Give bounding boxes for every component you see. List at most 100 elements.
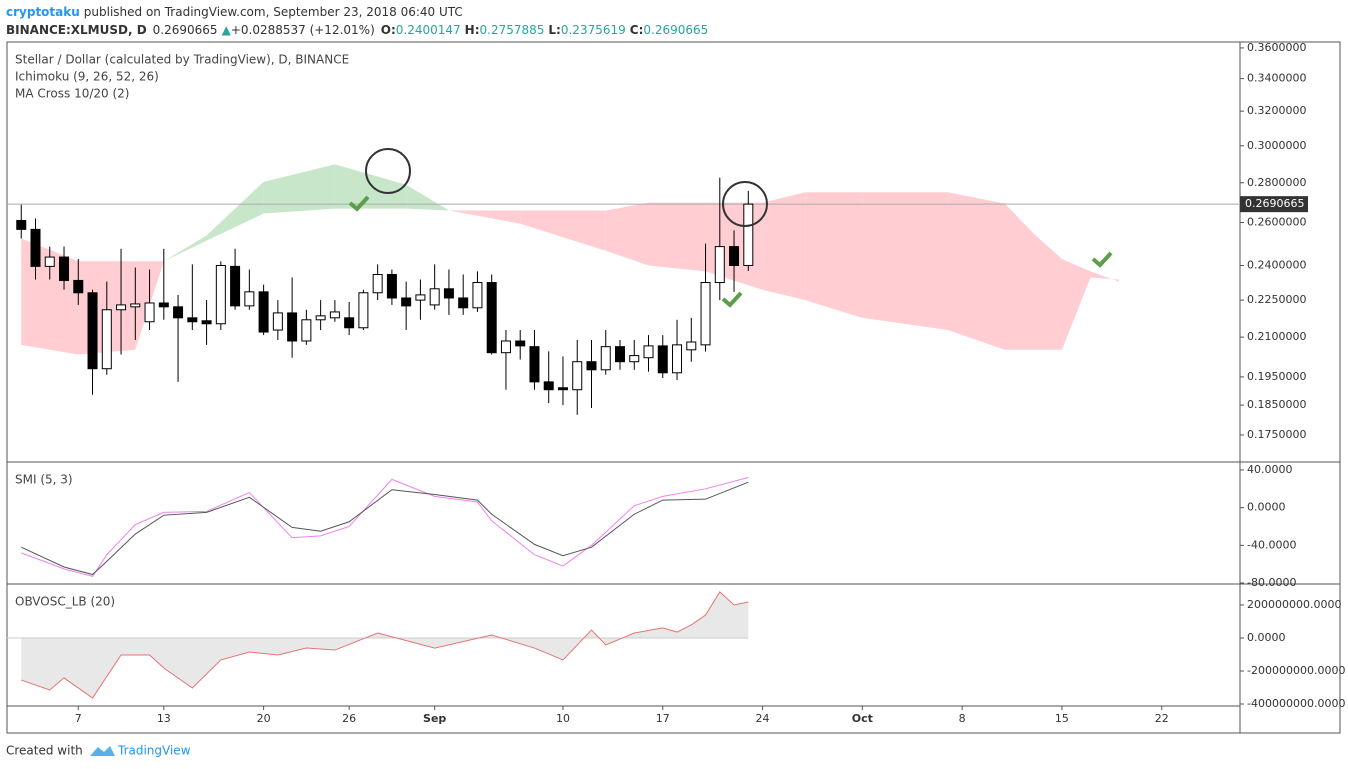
cloud-segment xyxy=(1033,233,1062,350)
candle-body xyxy=(643,345,654,359)
x-tick-label: 26 xyxy=(342,712,356,725)
y-tick-label: 40.0000 xyxy=(1247,463,1293,476)
obv-legend: OBVOSC_LB (20) xyxy=(15,595,115,609)
cloud-segment xyxy=(1061,259,1091,350)
candle-body xyxy=(472,282,483,309)
cloud-segment xyxy=(448,210,521,224)
cloud-segment xyxy=(334,164,407,209)
y-tick-label: 0.2400000 xyxy=(1247,258,1307,271)
last-price-label: 0.2690665 xyxy=(1245,197,1305,210)
x-tick-label: Sep xyxy=(423,712,446,725)
x-tick-label: 24 xyxy=(756,712,770,725)
y-tick-label: 0.2800000 xyxy=(1247,176,1307,189)
author[interactable]: cryptotaku xyxy=(6,5,80,19)
cloud-segment xyxy=(947,192,1005,350)
candle-body xyxy=(158,302,169,308)
footer-brand[interactable]: TradingView xyxy=(117,744,191,758)
plot-area: 0.3600000 0.3400000 0.3200000 0.3000000 0.28… xyxy=(7,41,1345,725)
check-mark xyxy=(1091,251,1113,268)
x-tick-label: 7 xyxy=(75,712,82,725)
candle-body xyxy=(386,274,397,299)
candle-body xyxy=(173,306,184,319)
x-tick-label: Oct xyxy=(852,712,873,725)
candle-body xyxy=(557,387,568,391)
candle-body xyxy=(458,297,469,309)
candle-body xyxy=(87,292,98,370)
candle-body xyxy=(187,317,198,323)
cloud-segment xyxy=(805,192,863,318)
y-tick-label: 0.0000 xyxy=(1247,631,1286,644)
cloud-segment xyxy=(762,192,806,301)
x-tick-label: 22 xyxy=(1155,712,1169,725)
candle-body xyxy=(443,288,454,299)
candle-body xyxy=(215,264,226,325)
y-tick-label: 0.3400000 xyxy=(1247,72,1307,85)
y-tick-label: 200000000.0000 xyxy=(1247,598,1341,611)
candle-body xyxy=(144,302,155,323)
y-tick-label: 0.3200000 xyxy=(1247,104,1307,117)
candle-body xyxy=(743,203,754,266)
candle-body xyxy=(101,309,112,370)
candle-body xyxy=(401,297,412,307)
annotation-circle xyxy=(365,148,411,194)
smi-legend: SMI (5, 3) xyxy=(15,473,73,487)
publish-line: cryptotaku published on TradingView.com, … xyxy=(6,5,463,19)
quote-line: BINANCE:XLMUSD, D 0.2690665 ▲+0.0288537 (+… xyxy=(6,23,708,37)
candle-body xyxy=(686,341,697,351)
smi-signal-line xyxy=(21,477,749,577)
candle-body xyxy=(116,304,127,311)
check-mark xyxy=(721,291,743,308)
candle-body xyxy=(629,355,640,363)
candle-body xyxy=(358,292,369,329)
cloud-segment xyxy=(605,202,649,266)
ohlc-value: 0.2757885 xyxy=(480,23,545,37)
candle-body xyxy=(543,381,554,391)
x-tick-label: 20 xyxy=(257,712,271,725)
candle-body xyxy=(230,265,241,307)
x-tick-label: 13 xyxy=(157,712,171,725)
cloud-segment xyxy=(206,181,264,241)
cloud-segment xyxy=(862,192,948,331)
y-tick-label: 0.3600000 xyxy=(1247,41,1307,54)
candle-body xyxy=(600,346,611,371)
candle-body xyxy=(700,282,711,346)
candle-body xyxy=(301,319,312,342)
cloud-segment xyxy=(1090,271,1119,282)
x-tick-label: 10 xyxy=(556,712,570,725)
candle-body xyxy=(59,256,70,281)
annotation-circle xyxy=(722,181,768,227)
y-tick-label: 0.2250000 xyxy=(1247,293,1307,306)
candle-body xyxy=(44,256,55,267)
logo xyxy=(90,746,115,756)
candle-body xyxy=(272,312,283,331)
candle-body xyxy=(287,312,298,342)
ohlc-value: 0.2375619 xyxy=(561,23,626,37)
cloud-segment xyxy=(648,202,706,272)
obv-area xyxy=(21,591,749,699)
ohlc-label: C: xyxy=(630,23,644,37)
candle-body xyxy=(73,279,84,294)
arrow: ▲ xyxy=(222,23,232,37)
candle-body xyxy=(729,246,740,266)
check-mark xyxy=(348,195,370,212)
candle-body xyxy=(615,346,625,363)
y-tick-label: 0.3000000 xyxy=(1247,139,1307,152)
candle-body xyxy=(672,344,683,374)
chart-frame xyxy=(6,41,1341,734)
smi-line xyxy=(21,481,749,576)
candle-body xyxy=(657,345,668,374)
candle-body xyxy=(500,340,511,354)
indicator-legend: Ichimoku (9, 26, 52, 26) xyxy=(15,70,159,84)
cloud-segment xyxy=(163,235,207,262)
y-tick-label: 0.1750000 xyxy=(1247,428,1307,441)
candle-body xyxy=(572,361,583,391)
candle-body xyxy=(429,288,440,306)
y-tick-label: 0.1950000 xyxy=(1247,370,1307,383)
y-tick-label: 0.1850000 xyxy=(1247,398,1307,411)
y-tick-label: -40.0000 xyxy=(1247,538,1296,551)
y-tick-label: -200000000.0000 xyxy=(1247,664,1345,677)
candle-body xyxy=(130,303,141,308)
obv-line xyxy=(21,591,749,699)
candle-body xyxy=(714,246,725,284)
